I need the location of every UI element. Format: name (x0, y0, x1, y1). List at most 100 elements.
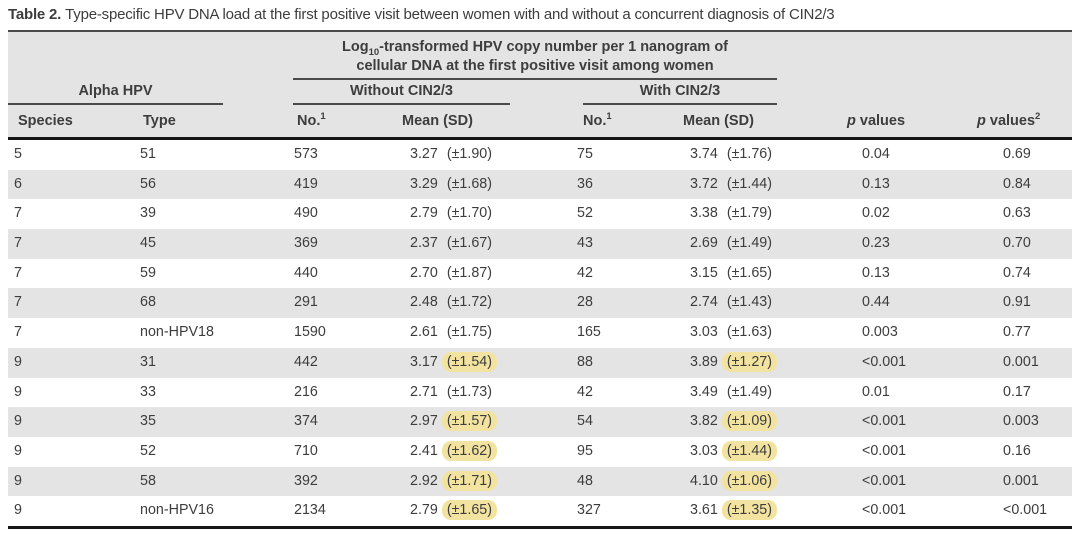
cell-species: 9 (14, 442, 22, 459)
table-bottom-rule (8, 526, 1072, 529)
cell-without-no: 2134 (294, 502, 326, 519)
p-italic: p (977, 113, 986, 129)
sd-value: (±1.49) (726, 235, 773, 252)
sd-value: (±1.72) (446, 294, 493, 311)
cell-p-value: 0.13 (862, 264, 890, 281)
cell-with-no: 42 (577, 383, 593, 400)
cell-without-mean-sd: 2.48 (±1.72) (400, 288, 564, 318)
cell-p-value: <0.001 (862, 502, 907, 519)
cell-type: 33 (140, 383, 156, 400)
with-cin-rule (583, 103, 777, 105)
cell-type: 51 (140, 146, 156, 162)
table-row: 7 59 440 2.70 (±1.87) 42 3.15 (±1.65) 0.… (8, 258, 1072, 289)
table-title: Table 2. Type-specific HPV DNA load at th… (8, 6, 1072, 23)
cell-without-no: 1590 (294, 324, 326, 341)
mean-value: 3.03 (690, 442, 718, 459)
sd-value: (±1.76) (726, 146, 773, 162)
cell-without-mean-sd: 2.71 (±1.73) (400, 378, 564, 408)
footnote-marker-2: 2 (1035, 111, 1041, 123)
table-caption: Type-specific HPV DNA load at the first … (65, 6, 835, 23)
cell-type: 52 (140, 442, 156, 459)
cell-species: 7 (14, 264, 22, 281)
group-header-alpha-hpv: Alpha HPV (78, 83, 153, 99)
cell-without-no: 374 (294, 413, 318, 430)
cell-species: 7 (14, 235, 22, 252)
cell-type: 39 (140, 205, 156, 222)
mean-value: 3.49 (690, 383, 718, 400)
cell-species: 9 (14, 383, 22, 400)
table-row: 5 51 573 3.27 (±1.90) 75 3.74 (±1.76) 0.… (8, 140, 1072, 170)
cell-p-value-2: 0.17 (1003, 383, 1031, 400)
sd-value: (±1.65) (726, 264, 773, 281)
mean-value: 3.82 (690, 413, 718, 430)
spanning-header: Log10-transformed HPV copy number per 1 … (293, 38, 777, 76)
spanning-header-line1: Log10-transformed HPV copy number per 1 … (293, 38, 777, 57)
cell-with-no: 95 (577, 442, 593, 459)
cell-without-no: 710 (294, 442, 318, 459)
cell-without-mean-sd: 2.37 (±1.67) (400, 229, 564, 259)
p-values-label: values (855, 113, 906, 129)
table-number: Table 2. (8, 6, 62, 23)
cell-without-no: 369 (294, 235, 318, 252)
cell-type: 58 (140, 472, 156, 489)
cell-with-no: 36 (577, 175, 593, 192)
column-header-p-values-2: p values2 (977, 106, 1040, 136)
cell-with-no: 52 (577, 205, 593, 222)
sd-value: (±1.49) (726, 383, 773, 400)
cell-with-mean-sd: 4.10 (±1.06) (682, 467, 842, 497)
log-subscript: 10 (368, 46, 380, 58)
column-header-with-mean-sd: Mean (SD) (683, 113, 754, 129)
column-header-species: Species (18, 113, 73, 129)
cell-without-mean-sd: 2.61 (±1.75) (400, 318, 564, 348)
sd-value: (±1.43) (726, 294, 773, 311)
cell-with-no: 54 (577, 413, 593, 430)
cell-p-value-2: 0.69 (1003, 146, 1031, 162)
cell-p-value-2: 0.91 (1003, 294, 1031, 311)
spanning-header-rule (293, 78, 777, 80)
cell-p-value: 0.23 (862, 235, 890, 252)
table-row: 9 35 374 2.97 (±1.57) 54 3.82 (±1.09) <0… (8, 407, 1072, 437)
sd-value: (±1.87) (446, 264, 493, 281)
cell-species: 6 (14, 175, 22, 192)
cell-type: 45 (140, 235, 156, 252)
column-header-without-no: No.1 (297, 106, 326, 136)
sd-value: (±1.54) (441, 351, 498, 372)
cell-with-no: 43 (577, 235, 593, 252)
table-row: 9 non-HPV16 2134 2.79 (±1.65) 327 3.61 (… (8, 496, 1072, 526)
cell-without-mean-sd: 3.29 (±1.68) (400, 170, 564, 200)
cell-with-no: 75 (577, 146, 593, 162)
cell-p-value: 0.04 (862, 146, 890, 162)
cell-without-no: 216 (294, 383, 318, 400)
cell-type: non-HPV18 (140, 324, 214, 341)
mean-value: 2.74 (690, 294, 718, 311)
cell-type: 35 (140, 413, 156, 430)
cell-with-mean-sd: 3.03 (±1.63) (682, 318, 842, 348)
cell-p-value: <0.001 (862, 472, 907, 489)
spanning-header-line2: cellular DNA at the first positive visit… (356, 58, 714, 74)
cell-species: 9 (14, 413, 22, 430)
cell-p-value: 0.13 (862, 175, 890, 192)
sd-value: (±1.71) (441, 470, 498, 491)
cell-with-no: 48 (577, 472, 593, 489)
cell-with-mean-sd: 3.49 (±1.49) (682, 378, 842, 408)
cell-without-no: 419 (294, 175, 318, 192)
cell-p-value: <0.001 (862, 413, 907, 430)
cell-with-no: 28 (577, 294, 593, 311)
cell-p-value-2: 0.70 (1003, 235, 1031, 252)
cell-without-no: 440 (294, 264, 318, 281)
sd-value: (±1.35) (721, 500, 778, 521)
cell-with-no: 165 (577, 324, 601, 341)
mean-value: 2.37 (410, 235, 438, 252)
cell-without-mean-sd: 2.97 (±1.57) (400, 407, 564, 437)
sd-value: (±1.09) (721, 411, 778, 432)
no-label: No. (297, 113, 321, 129)
cell-without-mean-sd: 2.79 (±1.70) (400, 199, 564, 229)
mean-value: 4.10 (690, 472, 718, 489)
table-row: 9 31 442 3.17 (±1.54) 88 3.89 (±1.27) <0… (8, 347, 1072, 378)
p-italic: p (847, 113, 856, 129)
mean-value: 2.61 (410, 324, 438, 341)
cell-species: 9 (14, 502, 22, 519)
mean-value: 2.79 (410, 502, 438, 519)
mean-value: 2.92 (410, 472, 438, 489)
